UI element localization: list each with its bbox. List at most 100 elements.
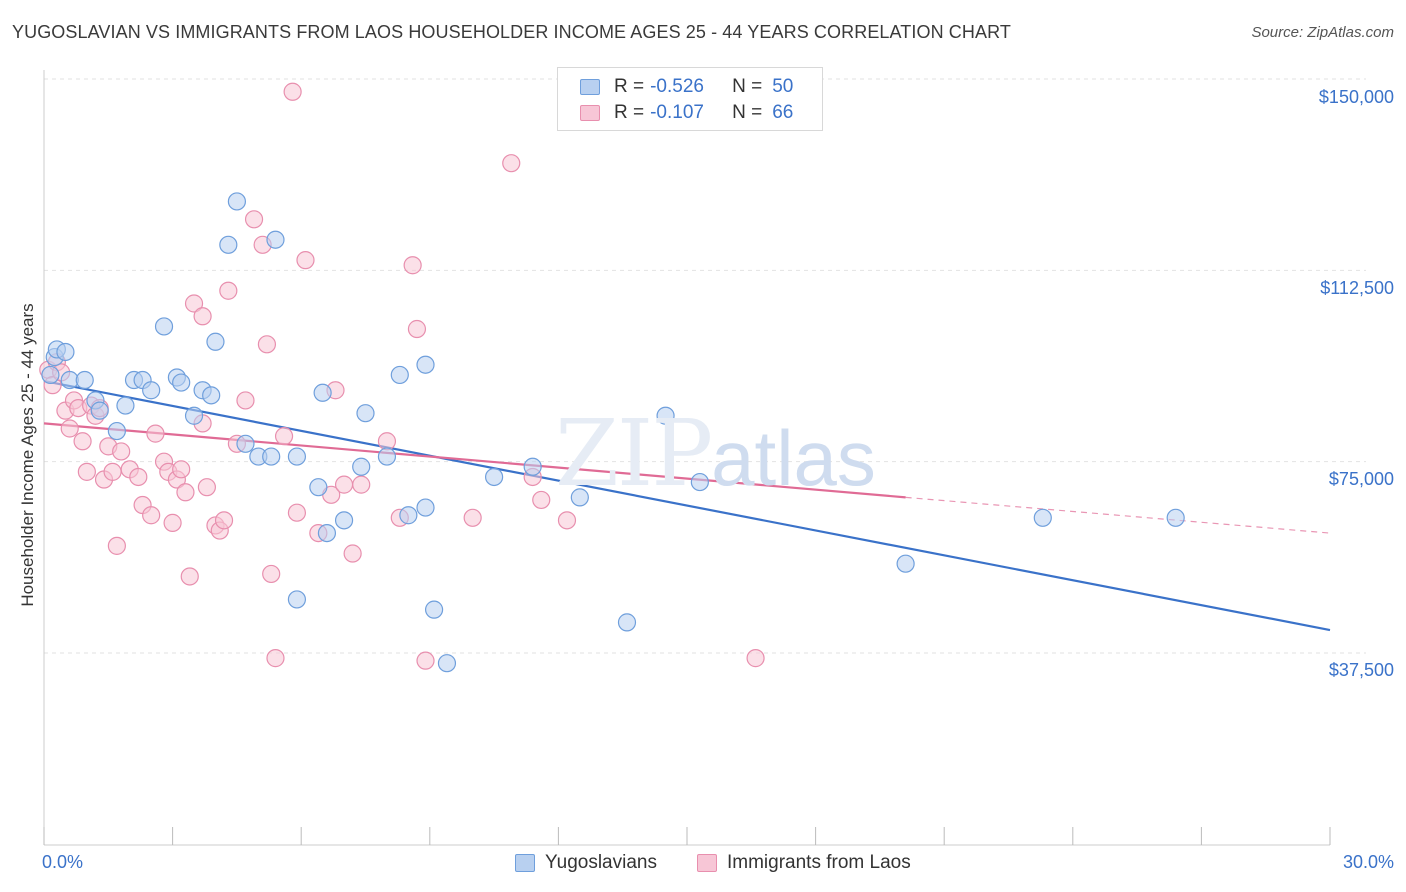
data-point-laos <box>197 478 216 497</box>
data-point-yugoslavians <box>1033 508 1052 527</box>
legend-swatch-laos <box>580 105 600 121</box>
data-point-yugoslavians <box>219 235 238 254</box>
data-point-laos <box>257 335 277 354</box>
data-point-yugoslavians <box>41 365 60 385</box>
trend-lines <box>43 379 1331 632</box>
data-point-laos <box>163 513 182 532</box>
data-point-yugoslavians <box>416 355 435 374</box>
data-point-laos <box>463 508 482 527</box>
x-tick-label-max: 30.0% <box>1342 852 1394 872</box>
data-point-yugoslavians <box>485 467 504 487</box>
series-yugoslavians-points <box>41 192 1185 673</box>
data-point-laos <box>77 462 96 481</box>
data-point-laos <box>112 442 131 461</box>
data-point-yugoslavians <box>116 396 135 415</box>
data-point-laos <box>343 544 362 563</box>
data-point-laos <box>274 427 294 446</box>
data-point-yugoslavians <box>227 192 246 211</box>
data-point-yugoslavians <box>236 434 255 453</box>
data-point-yugoslavians <box>656 406 675 425</box>
bottom-legend-label-laos: Immigrants from Laos <box>727 852 911 873</box>
bottom-legend-swatch-laos <box>697 854 717 872</box>
y-tick-label-75000: $75,000 <box>1328 469 1394 489</box>
data-point-laos <box>180 567 199 586</box>
data-point-yugoslavians <box>416 498 435 517</box>
watermark-atlas: atlas <box>711 414 876 502</box>
bottom-legend-laos: Immigrants from Laos <box>697 852 911 874</box>
data-point-yugoslavians <box>390 365 409 385</box>
legend-swatch-yugoslavians <box>580 79 600 95</box>
data-point-yugoslavians <box>617 613 637 632</box>
data-point-yugoslavians <box>172 373 191 392</box>
data-point-laos <box>172 460 191 479</box>
data-point-laos <box>377 432 397 451</box>
data-point-yugoslavians <box>262 447 281 466</box>
data-point-laos <box>142 506 161 525</box>
data-point-laos <box>283 82 302 101</box>
data-point-laos <box>184 294 204 313</box>
data-point-laos <box>60 419 79 438</box>
data-point-yugoslavians <box>56 342 75 362</box>
watermark: ZIPatlas <box>555 400 876 507</box>
data-point-yugoslavians <box>424 600 444 619</box>
data-point-yugoslavians <box>570 488 589 507</box>
data-point-laos <box>103 462 122 481</box>
data-point-yugoslavians <box>377 447 397 466</box>
data-point-yugoslavians <box>287 447 307 466</box>
data-point-laos <box>557 511 577 530</box>
data-point-laos <box>407 319 427 339</box>
data-point-laos <box>214 511 234 530</box>
data-point-yugoslavians <box>896 554 915 573</box>
source-label: Source: ZipAtlas.com <box>1251 24 1394 41</box>
data-point-laos <box>403 256 422 275</box>
legend-n-value: 66 <box>772 102 794 123</box>
data-point-laos <box>176 483 195 502</box>
trend-line-laos <box>43 422 906 499</box>
data-point-laos <box>296 251 315 270</box>
data-point-laos <box>352 475 371 494</box>
data-point-yugoslavians <box>523 457 542 476</box>
data-point-laos <box>236 391 255 410</box>
data-point-laos <box>416 651 435 670</box>
data-point-laos <box>502 154 521 173</box>
watermark-zip: ZIP <box>555 400 713 507</box>
data-point-yugoslavians <box>142 381 161 400</box>
legend-r-value: -0.107 <box>650 102 704 123</box>
legend-n-label: N = <box>732 76 763 97</box>
data-point-laos <box>746 649 765 668</box>
data-point-yugoslavians <box>206 332 225 351</box>
data-point-yugoslavians <box>317 523 337 543</box>
legend-row-yugoslavians: R = -0.526 N = 50 <box>580 74 793 100</box>
bottom-legend-swatch-yugoslavians <box>515 854 535 872</box>
bottom-legend-label-yugoslavians: Yugoslavians <box>545 852 657 873</box>
data-point-laos <box>244 210 264 229</box>
legend-r-label: R = <box>614 76 645 97</box>
data-point-laos <box>266 649 285 668</box>
data-point-laos <box>73 432 92 451</box>
legend-r-value: -0.526 <box>650 76 704 97</box>
data-point-yugoslavians <box>107 421 126 441</box>
data-point-yugoslavians <box>309 478 328 497</box>
data-point-yugoslavians <box>90 401 109 420</box>
gridlines <box>44 78 1366 654</box>
data-point-laos <box>334 475 354 494</box>
data-point-laos <box>219 281 238 300</box>
data-point-laos <box>129 467 148 487</box>
data-point-laos <box>287 503 307 522</box>
data-point-yugoslavians <box>287 590 307 609</box>
chart-title: YUGOSLAVIAN VS IMMIGRANTS FROM LAOS HOUS… <box>12 22 1011 42</box>
axes <box>43 70 1331 846</box>
data-point-laos <box>262 564 281 584</box>
data-point-yugoslavians <box>202 386 221 405</box>
data-point-yugoslavians <box>313 383 332 402</box>
data-point-laos <box>532 490 551 510</box>
stats-legend: R = -0.526 N = 50 R = -0.107 N = 66 <box>557 67 823 131</box>
y-tick-label-112500: $112,500 <box>1320 278 1394 298</box>
series-laos-points <box>39 82 765 670</box>
data-point-yugoslavians <box>352 457 371 476</box>
data-point-yugoslavians <box>399 506 418 525</box>
data-point-yugoslavians <box>184 406 204 425</box>
bottom-legend-yugoslavians: Yugoslavians <box>515 852 657 874</box>
data-point-yugoslavians <box>75 370 94 390</box>
